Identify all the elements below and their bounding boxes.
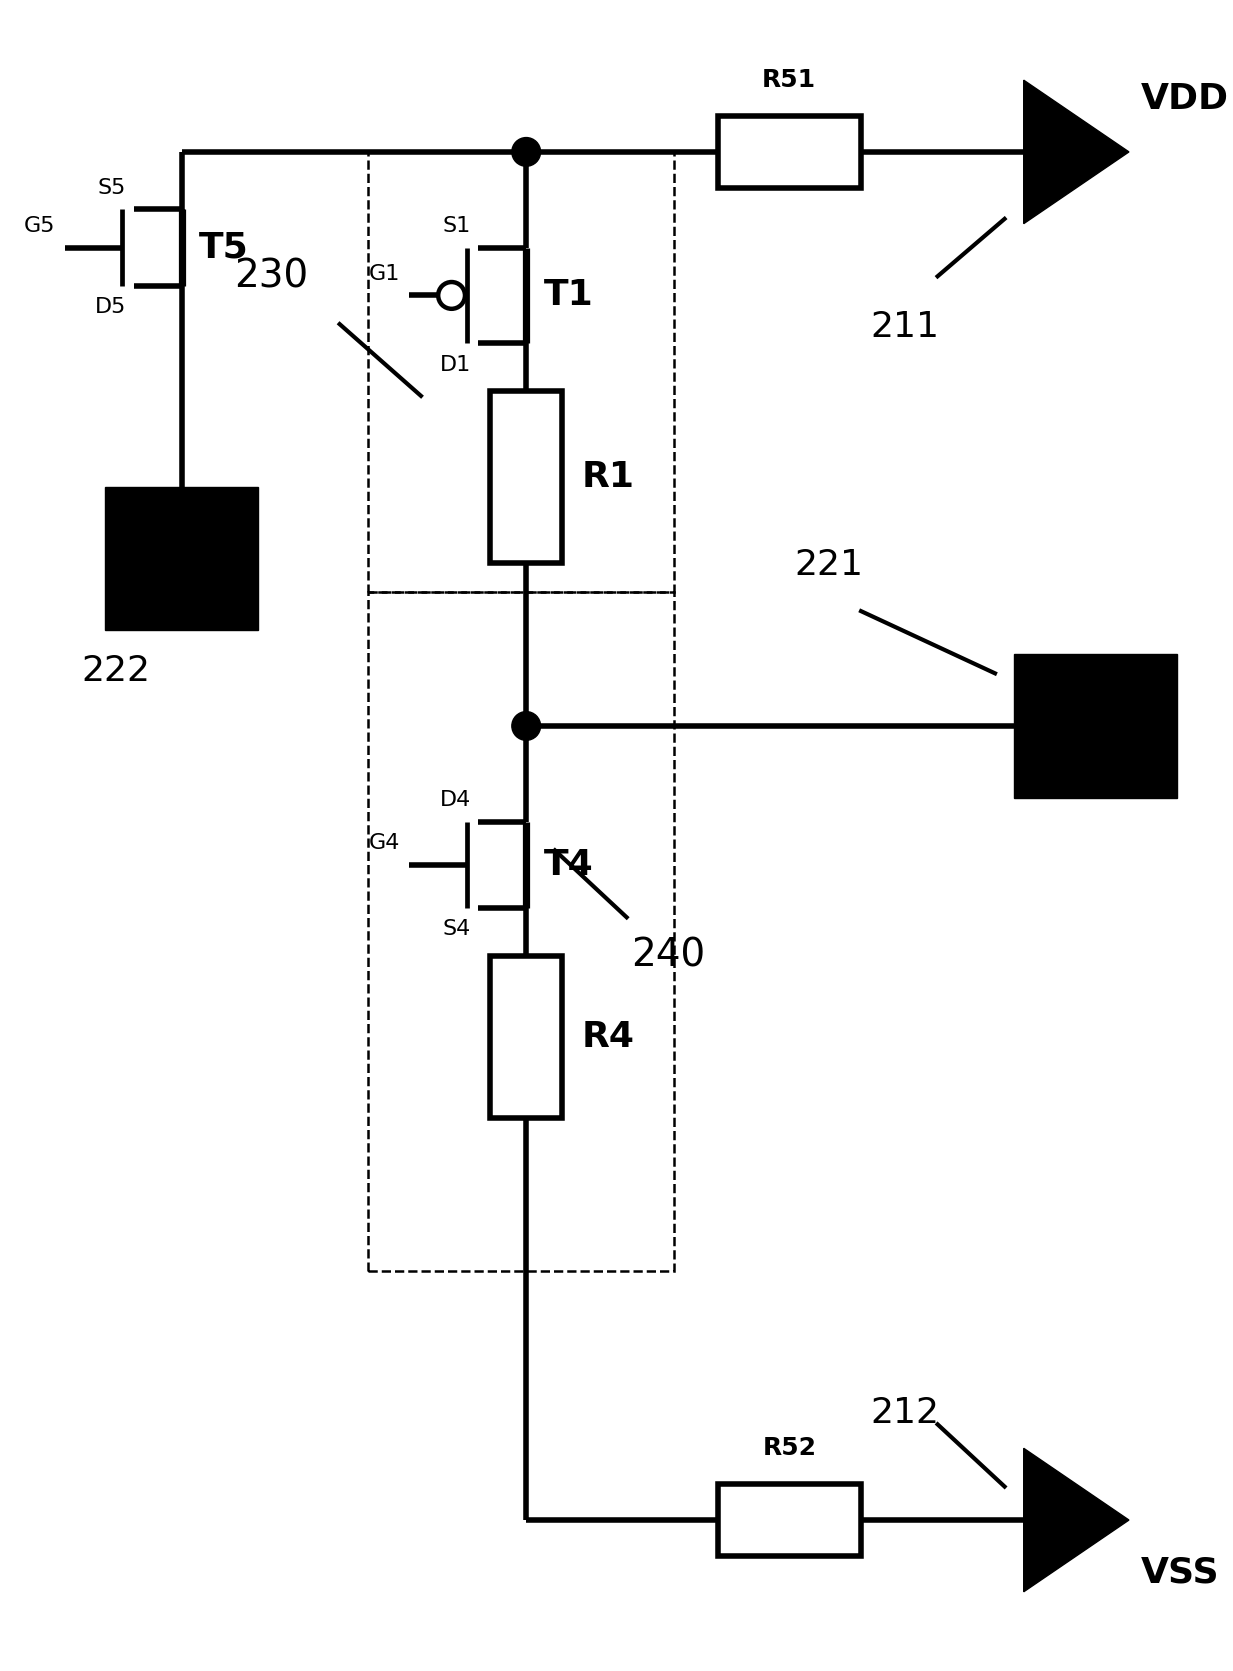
Bar [491,391,562,563]
Text: 212: 212 [870,1395,940,1430]
Text: 211: 211 [870,309,940,344]
Text: S1: S1 [443,216,471,236]
Text: D5: D5 [95,297,126,317]
Text: T1: T1 [544,279,593,312]
Text: VSS: VSS [1141,1556,1219,1589]
Text: G5: G5 [23,216,55,236]
Text: R1: R1 [581,460,634,495]
Text: 240: 240 [631,936,705,974]
Text: S4: S4 [443,919,471,939]
Bar [718,1484,861,1556]
Polygon shape [1023,80,1129,224]
Circle shape [438,282,465,309]
Text: R4: R4 [581,1019,634,1054]
Polygon shape [1023,1449,1129,1592]
Circle shape [512,712,540,740]
Text: G4: G4 [369,834,399,854]
Text: R51: R51 [762,67,816,92]
Bar [1014,655,1176,797]
Bar [718,115,861,189]
Text: T5: T5 [199,231,249,264]
Circle shape [512,137,540,167]
Bar [105,486,259,630]
Bar [491,956,562,1118]
Text: VDD: VDD [1141,82,1228,117]
Text: D4: D4 [439,790,471,810]
Text: 222: 222 [81,655,150,688]
Text: S5: S5 [97,177,126,197]
Text: 221: 221 [794,548,863,583]
Text: T4: T4 [544,847,593,882]
Text: D1: D1 [439,354,471,374]
Text: G1: G1 [369,264,399,284]
Text: 230: 230 [234,257,308,296]
Bar [369,152,674,592]
Bar [369,592,674,1272]
Text: R52: R52 [762,1435,816,1460]
